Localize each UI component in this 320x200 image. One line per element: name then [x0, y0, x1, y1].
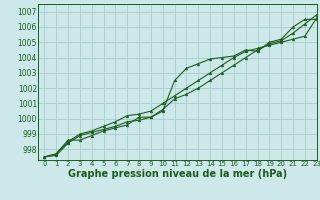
X-axis label: Graphe pression niveau de la mer (hPa): Graphe pression niveau de la mer (hPa) [68, 169, 287, 179]
